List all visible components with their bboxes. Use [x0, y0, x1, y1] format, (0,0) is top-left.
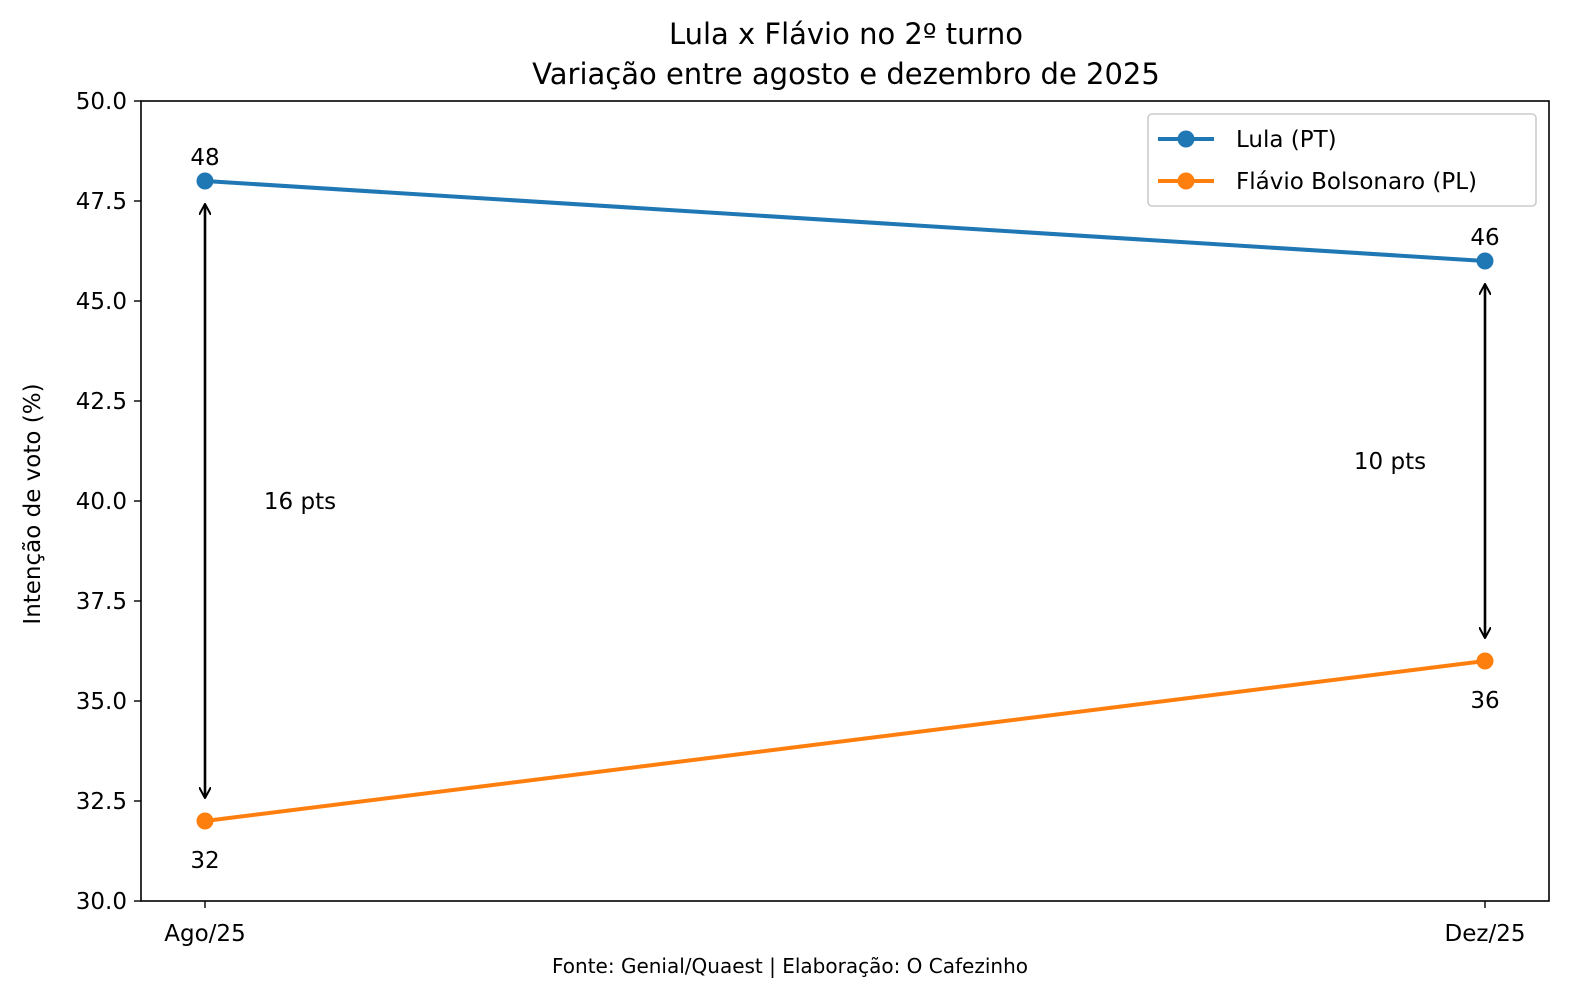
y-axis-label: Intenção de voto (%) — [20, 383, 46, 624]
source-note: Fonte: Genial/Quaest | Elaboração: O Caf… — [552, 954, 1028, 978]
legend-label: Flávio Bolsonaro (PL) — [1236, 169, 1477, 195]
legend-swatch-marker — [1177, 172, 1195, 190]
data-label: 46 — [1470, 225, 1499, 251]
y-tick-label: 37.5 — [76, 589, 127, 615]
legend-label: Lula (PT) — [1236, 127, 1337, 153]
x-tick-label: Dez/25 — [1445, 921, 1526, 947]
gap-label-2: 10 pts — [1354, 449, 1426, 475]
gap-label-1: 16 pts — [264, 489, 336, 515]
y-tick-label: 45.0 — [76, 289, 127, 315]
y-tick-label: 30.0 — [76, 889, 127, 915]
series-line-2 — [204, 659, 1486, 823]
y-tick-label: 42.5 — [76, 389, 127, 415]
y-tick-label: 32.5 — [76, 789, 127, 815]
legend-swatch-marker — [1177, 130, 1195, 148]
y-tick-label: 40.0 — [76, 489, 127, 515]
legend-box — [1147, 113, 1537, 207]
data-point — [1476, 652, 1494, 670]
data-label: 48 — [190, 145, 219, 171]
chart-subtitle: Variação entre agosto e dezembro de 2025 — [532, 57, 1160, 91]
plot-area: 30.0 32.5 35.0 37.5 40.0 42.5 45.0 47.5 50.0 Ago/… — [76, 89, 1550, 947]
y-tick-label: 50.0 — [76, 89, 127, 115]
series-line-1 — [204, 179, 1486, 263]
data-point — [196, 172, 214, 190]
data-point — [1476, 252, 1494, 270]
x-tick-label: Ago/25 — [164, 921, 245, 947]
data-point — [196, 812, 214, 830]
chart-title: Lula x Flávio no 2º turno — [669, 17, 1023, 51]
data-label: 36 — [1470, 688, 1499, 714]
y-tick-label: 47.5 — [76, 189, 127, 215]
y-tick-label: 35.0 — [76, 689, 127, 715]
data-label: 32 — [190, 848, 219, 874]
